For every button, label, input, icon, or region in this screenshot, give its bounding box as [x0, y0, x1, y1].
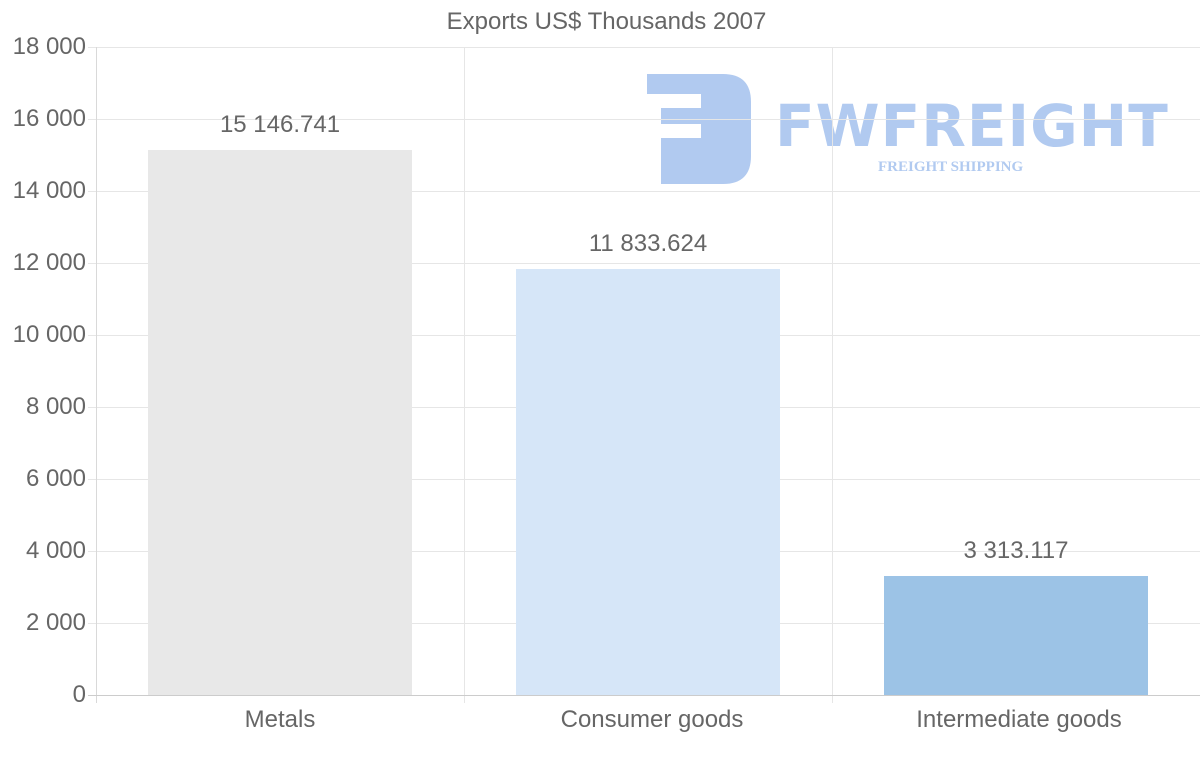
y-tick-label: 10 000	[12, 321, 86, 348]
y-axis-line	[96, 47, 97, 703]
plot-area: 15 146.741 11 833.624 3 313.117	[88, 47, 1200, 703]
watermark-logo: FWFREIGHT FREIGHT SHIPPING	[645, 72, 1168, 187]
gridline	[88, 191, 1200, 192]
chart-title: Exports US$ Thousands 2007	[446, 8, 767, 35]
watermark-tagline: FREIGHT SHIPPING	[878, 159, 1024, 175]
bar-intermediate-goods[interactable]	[884, 576, 1148, 695]
bar-metals[interactable]	[148, 150, 412, 695]
bar-value-label: 11 833.624	[588, 230, 708, 257]
bar-value-label: 3 313.117	[963, 537, 1069, 564]
x-tick-label: Metals	[244, 706, 316, 733]
gridline	[88, 47, 1200, 48]
category-divider	[832, 47, 833, 703]
y-tick-label: 0	[72, 681, 86, 708]
y-tick-label: 12 000	[12, 249, 86, 276]
bar-value-label: 15 146.741	[219, 111, 341, 138]
gridline	[88, 263, 1200, 264]
watermark-brand: FWFREIGHT	[775, 92, 1169, 160]
y-tick-label: 16 000	[12, 105, 86, 132]
y-tick-label: 6 000	[25, 465, 86, 492]
gridline	[88, 119, 1200, 120]
y-tick-label: 4 000	[25, 537, 86, 564]
y-tick-label: 8 000	[25, 393, 86, 420]
x-axis-line	[88, 695, 1200, 696]
category-divider	[464, 47, 465, 703]
y-tick-label: 14 000	[12, 177, 86, 204]
x-tick-label: Intermediate goods	[916, 706, 1122, 733]
bar-consumer-goods[interactable]	[516, 269, 780, 695]
y-tick-label: 18 000	[12, 33, 86, 60]
y-tick-label: 2 000	[25, 609, 86, 636]
fwfreight-logo-icon	[647, 74, 751, 184]
x-tick-label: Consumer goods	[560, 706, 744, 733]
